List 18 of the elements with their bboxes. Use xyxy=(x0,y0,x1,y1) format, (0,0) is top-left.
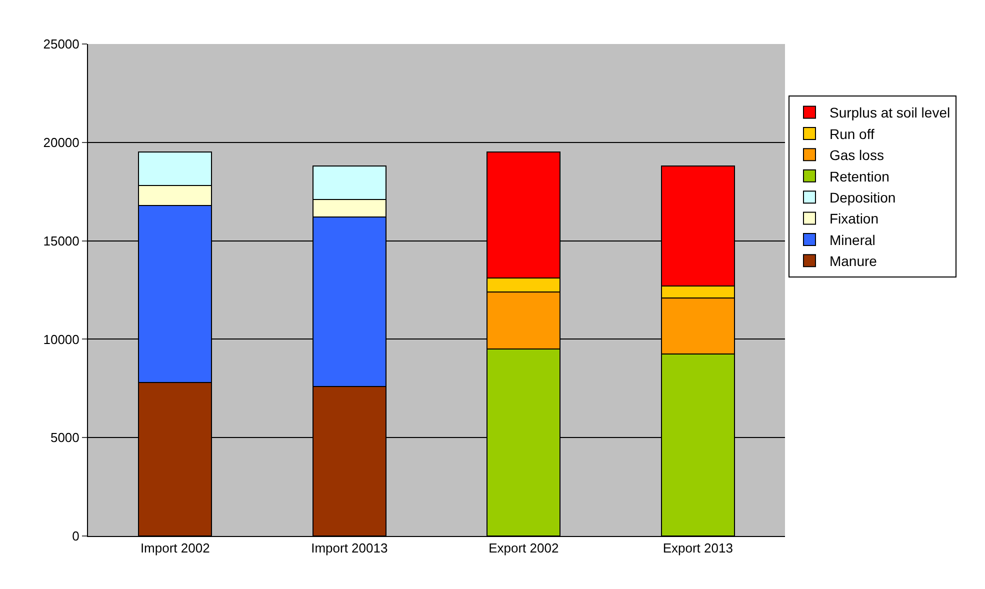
legend-label: Retention xyxy=(829,168,890,184)
legend-label: Fixation xyxy=(829,210,879,227)
x-tick-label: Import 20013 xyxy=(311,540,388,556)
legend-label: Deposition xyxy=(829,190,896,206)
y-tick-label: 0 xyxy=(72,528,80,544)
legend-label: Mineral xyxy=(829,232,876,248)
x-tick-label: Export 2013 xyxy=(662,540,733,556)
legend-label: Gas loss xyxy=(829,147,884,164)
legend-label: Run off xyxy=(829,126,874,142)
y-tick-label: 25000 xyxy=(43,36,80,52)
y-tick-label: 20000 xyxy=(43,134,80,150)
y-tick-label: 15000 xyxy=(43,233,80,248)
x-tick-label: Import 2002 xyxy=(140,540,210,556)
x-tick-label: Export 2002 xyxy=(488,540,559,556)
legend-label: Surplus at soil level xyxy=(829,104,950,121)
legend-label: Manure xyxy=(829,253,878,270)
y-tick-label: 10000 xyxy=(43,332,80,347)
y-tick-label: 5000 xyxy=(50,430,80,446)
